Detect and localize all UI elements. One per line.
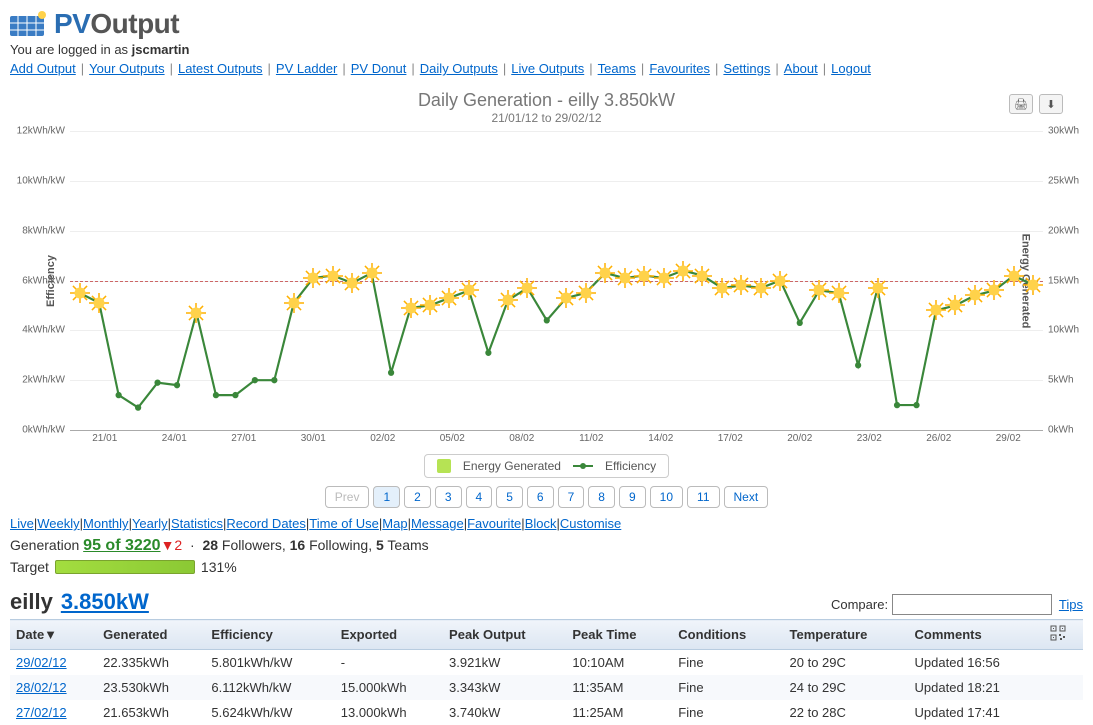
sun-icon — [185, 302, 207, 324]
table-row: 28/02/1223.530kWh6.112kWh/kW15.000kWh3.3… — [10, 675, 1083, 700]
legend-swatch-bar — [437, 459, 451, 473]
rank-link[interactable]: 95 of 3220 — [83, 537, 160, 554]
system-size-link[interactable]: 3.850kW — [61, 589, 149, 615]
print-button[interactable]: 🖨 — [1009, 94, 1033, 114]
compare-input[interactable] — [892, 594, 1052, 615]
rank-delta: ▼2 — [161, 537, 183, 553]
page-4[interactable]: 4 — [466, 486, 493, 508]
sun-icon — [283, 292, 305, 314]
nav-settings[interactable]: Settings — [723, 61, 770, 76]
qr-col — [1044, 620, 1083, 650]
page-10[interactable]: 10 — [650, 486, 683, 508]
sun-icon — [828, 282, 850, 304]
chart-legend: Energy Generated Efficiency — [10, 454, 1083, 478]
subnav-time-of-use[interactable]: Time of Use — [309, 516, 379, 531]
nav-latest-outputs[interactable]: Latest Outputs — [178, 61, 263, 76]
date-link[interactable]: 28/02/12 — [16, 680, 67, 695]
col-6[interactable]: Conditions — [672, 620, 783, 650]
nav-your-outputs[interactable]: Your Outputs — [89, 61, 164, 76]
page-1[interactable]: 1 — [373, 486, 400, 508]
subnav-weekly[interactable]: Weekly — [37, 516, 79, 531]
col-3[interactable]: Exported — [335, 620, 443, 650]
date-link[interactable]: 29/02/12 — [16, 655, 67, 670]
chart-plot-area: Efficiency Energy Generated 0kWh/kW2kWh/… — [70, 131, 1043, 431]
pagination: Prev1234567891011Next — [10, 486, 1083, 508]
subnav-block[interactable]: Block — [525, 516, 557, 531]
page-6[interactable]: 6 — [527, 486, 554, 508]
nav-about[interactable]: About — [784, 61, 818, 76]
col-0[interactable]: Date▼ — [10, 620, 97, 650]
table-row: 27/02/1221.653kWh5.624kWh/kW13.000kWh3.7… — [10, 700, 1083, 725]
target-progress-bar — [55, 560, 195, 574]
page-next[interactable]: Next — [724, 486, 769, 508]
logo[interactable]: PVOutput — [10, 8, 1083, 40]
nav-daily-outputs[interactable]: Daily Outputs — [420, 61, 498, 76]
col-5[interactable]: Peak Time — [566, 620, 672, 650]
chart-container: 🖨 ⬇ Daily Generation - eilly 3.850kW 21/… — [10, 90, 1083, 478]
nav-logout[interactable]: Logout — [831, 61, 871, 76]
nav-favourites[interactable]: Favourites — [649, 61, 710, 76]
sun-icon — [867, 277, 889, 299]
nav-pv-ladder[interactable]: PV Ladder — [276, 61, 337, 76]
subnav-yearly[interactable]: Yearly — [132, 516, 168, 531]
chart-subtitle: 21/01/12 to 29/02/12 — [10, 111, 1083, 125]
col-4[interactable]: Peak Output — [443, 620, 566, 650]
subnav-favourite[interactable]: Favourite — [467, 516, 521, 531]
sun-icon — [361, 262, 383, 284]
date-link[interactable]: 27/02/12 — [16, 705, 67, 720]
stats-line: Generation 95 of 3220▼2 · 28 Followers, … — [10, 537, 1083, 555]
sun-icon — [769, 270, 791, 292]
page-11[interactable]: 11 — [687, 486, 719, 508]
col-7[interactable]: Temperature — [784, 620, 909, 650]
sun-icon — [516, 277, 538, 299]
logo-text: PVOutput — [54, 8, 179, 40]
col-1[interactable]: Generated — [97, 620, 205, 650]
chart-title: Daily Generation - eilly 3.850kW — [10, 90, 1083, 111]
subnav-map[interactable]: Map — [382, 516, 407, 531]
subnav-statistics[interactable]: Statistics — [171, 516, 223, 531]
col-8[interactable]: Comments — [909, 620, 1044, 650]
system-title-row: eilly 3.850kW Compare: Tips — [10, 589, 1083, 615]
login-status: You are logged in as jscmartin — [10, 42, 1083, 57]
sun-icon — [575, 282, 597, 304]
main-nav: Add Output|Your Outputs|Latest Outputs|P… — [10, 61, 1083, 76]
sun-icon — [88, 292, 110, 314]
target-line: Target 131% — [10, 559, 1083, 575]
subnav-record-dates[interactable]: Record Dates — [226, 516, 305, 531]
tips-link[interactable]: Tips — [1059, 597, 1083, 612]
nav-add-output[interactable]: Add Output — [10, 61, 76, 76]
subnav-live[interactable]: Live — [10, 516, 34, 531]
page-2[interactable]: 2 — [404, 486, 431, 508]
legend-swatch-line — [573, 461, 593, 471]
nav-live-outputs[interactable]: Live Outputs — [511, 61, 584, 76]
system-name: eilly — [10, 589, 53, 615]
sun-icon — [1022, 274, 1044, 296]
table-row: 29/02/1222.335kWh5.801kWh/kW-3.921kW10:1… — [10, 650, 1083, 676]
page-8[interactable]: 8 — [588, 486, 615, 508]
nav-teams[interactable]: Teams — [598, 61, 636, 76]
page-5[interactable]: 5 — [496, 486, 523, 508]
col-2[interactable]: Efficiency — [205, 620, 334, 650]
output-table: Date▼GeneratedEfficiencyExportedPeak Out… — [10, 619, 1083, 725]
sub-nav: Live|Weekly|Monthly|Yearly|Statistics|Re… — [10, 516, 1083, 531]
sun-icon — [458, 279, 480, 301]
page-9[interactable]: 9 — [619, 486, 646, 508]
subnav-monthly[interactable]: Monthly — [83, 516, 129, 531]
download-button[interactable]: ⬇ — [1039, 94, 1063, 114]
x-axis-ticks: 21/0124/0127/0130/0102/0205/0208/0211/02… — [70, 433, 1043, 444]
page-7[interactable]: 7 — [558, 486, 585, 508]
qr-icon — [1050, 625, 1066, 641]
page-prev: Prev — [325, 486, 370, 508]
solar-panel-icon — [10, 10, 48, 38]
nav-pv-donut[interactable]: PV Donut — [351, 61, 407, 76]
page-3[interactable]: 3 — [435, 486, 462, 508]
subnav-message[interactable]: Message — [411, 516, 464, 531]
subnav-customise[interactable]: Customise — [560, 516, 621, 531]
